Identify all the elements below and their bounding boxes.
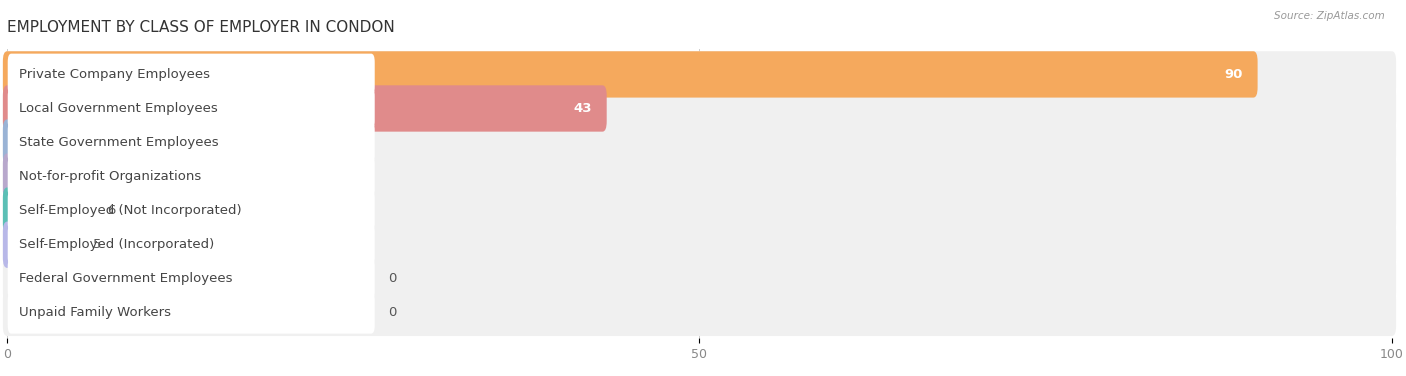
FancyBboxPatch shape (3, 153, 302, 200)
FancyBboxPatch shape (7, 292, 375, 334)
FancyBboxPatch shape (3, 290, 1396, 336)
FancyBboxPatch shape (3, 188, 94, 234)
Text: Not-for-profit Organizations: Not-for-profit Organizations (20, 170, 201, 183)
FancyBboxPatch shape (7, 122, 375, 163)
FancyBboxPatch shape (3, 221, 80, 268)
Text: Local Government Employees: Local Government Employees (20, 102, 218, 115)
Text: 5: 5 (93, 238, 101, 251)
FancyBboxPatch shape (3, 85, 1396, 132)
FancyBboxPatch shape (7, 54, 375, 95)
FancyBboxPatch shape (7, 156, 375, 197)
FancyBboxPatch shape (3, 153, 1396, 200)
FancyBboxPatch shape (7, 258, 375, 300)
FancyBboxPatch shape (3, 51, 1396, 98)
Text: 0: 0 (388, 306, 396, 319)
Text: 21: 21 (269, 170, 287, 183)
Text: EMPLOYMENT BY CLASS OF EMPLOYER IN CONDON: EMPLOYMENT BY CLASS OF EMPLOYER IN CONDO… (7, 20, 395, 35)
FancyBboxPatch shape (3, 51, 1257, 98)
Text: 6: 6 (107, 204, 115, 217)
Text: Source: ZipAtlas.com: Source: ZipAtlas.com (1274, 11, 1385, 21)
FancyBboxPatch shape (3, 120, 371, 166)
FancyBboxPatch shape (3, 120, 1396, 166)
Text: 26: 26 (337, 136, 356, 149)
Text: 90: 90 (1225, 68, 1243, 81)
FancyBboxPatch shape (7, 88, 375, 129)
Text: Self-Employed (Incorporated): Self-Employed (Incorporated) (20, 238, 215, 251)
FancyBboxPatch shape (7, 190, 375, 232)
FancyBboxPatch shape (3, 85, 607, 132)
Text: Self-Employed (Not Incorporated): Self-Employed (Not Incorporated) (20, 204, 242, 217)
Text: Private Company Employees: Private Company Employees (20, 68, 211, 81)
FancyBboxPatch shape (3, 188, 1396, 234)
Text: Unpaid Family Workers: Unpaid Family Workers (20, 306, 172, 319)
FancyBboxPatch shape (7, 224, 375, 265)
FancyBboxPatch shape (3, 221, 1396, 268)
Text: 0: 0 (388, 272, 396, 285)
Text: State Government Employees: State Government Employees (20, 136, 219, 149)
FancyBboxPatch shape (3, 256, 1396, 302)
Text: Federal Government Employees: Federal Government Employees (20, 272, 233, 285)
Text: 43: 43 (574, 102, 592, 115)
